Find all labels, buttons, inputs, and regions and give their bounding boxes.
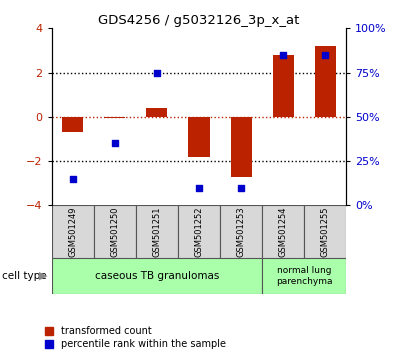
Bar — [104, 117, 125, 118]
Text: GSM501255: GSM501255 — [321, 207, 330, 257]
Bar — [304, 205, 346, 258]
Point — [70, 176, 76, 182]
Bar — [315, 46, 336, 117]
Point — [112, 141, 118, 146]
Bar — [189, 117, 209, 156]
Title: GDS4256 / g5032126_3p_x_at: GDS4256 / g5032126_3p_x_at — [98, 14, 300, 27]
Text: ▶: ▶ — [39, 271, 48, 281]
Point — [154, 70, 160, 75]
Text: normal lung
parenchyma: normal lung parenchyma — [276, 267, 332, 286]
Bar — [94, 205, 136, 258]
Text: GSM501250: GSM501250 — [110, 207, 119, 257]
Point — [238, 185, 244, 190]
Text: GSM501253: GSM501253 — [236, 206, 246, 257]
Text: cell type: cell type — [2, 271, 47, 281]
Bar — [52, 258, 262, 294]
Text: GSM501249: GSM501249 — [68, 207, 77, 257]
Text: GSM501251: GSM501251 — [152, 207, 162, 257]
Bar — [146, 108, 168, 117]
Bar — [62, 117, 83, 132]
Point — [196, 185, 202, 190]
Text: caseous TB granulomas: caseous TB granulomas — [95, 271, 219, 281]
Legend: transformed count, percentile rank within the sample: transformed count, percentile rank withi… — [45, 326, 226, 349]
Point — [280, 52, 286, 58]
Text: GSM501254: GSM501254 — [279, 207, 288, 257]
Bar — [178, 205, 220, 258]
Bar — [230, 117, 252, 177]
Text: GSM501252: GSM501252 — [195, 207, 203, 257]
Bar — [262, 205, 304, 258]
Bar — [220, 205, 262, 258]
Bar — [52, 205, 94, 258]
Bar — [136, 205, 178, 258]
Bar — [262, 258, 346, 294]
Point — [322, 52, 328, 58]
Bar — [273, 55, 294, 117]
